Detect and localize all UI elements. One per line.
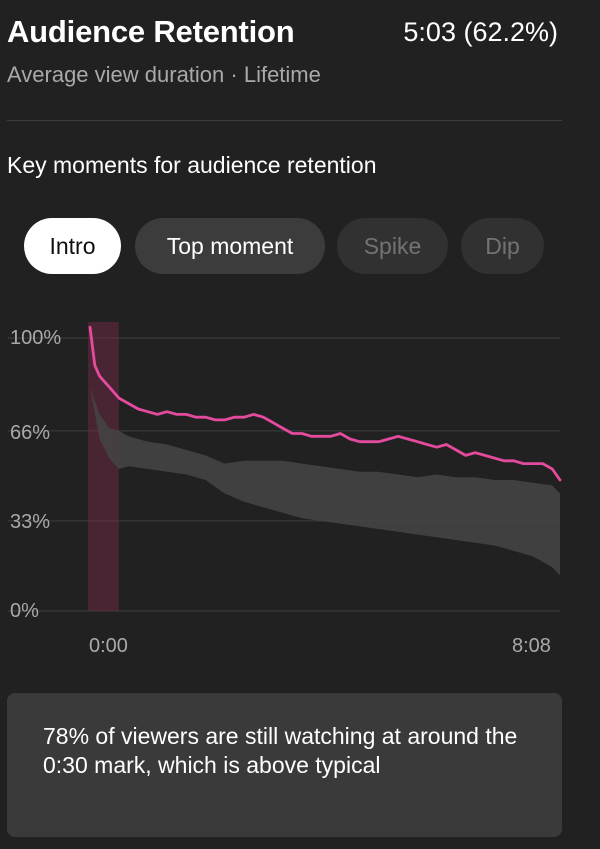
key-moments-heading: Key moments for audience retention xyxy=(7,152,377,178)
insight-text: 78% of viewers are still watching at aro… xyxy=(43,723,518,778)
intro-highlight-region xyxy=(88,322,119,611)
retention-chart-svg xyxy=(8,322,562,612)
retention-chart[interactable]: 100% 66% 33% 0% 0:00 8:08 xyxy=(0,315,600,665)
average-view-duration-value: 5:03 (62.2%) xyxy=(403,17,558,47)
y-tick-label: 66% xyxy=(10,422,51,444)
page-title: Audience Retention xyxy=(7,14,295,49)
y-tick-label: 0% xyxy=(10,600,39,622)
x-tick-label: 0:00 xyxy=(89,635,128,657)
chip-spike: Spike xyxy=(337,218,448,274)
chip-intro[interactable]: Intro xyxy=(24,218,121,274)
y-tick-label: 33% xyxy=(10,511,51,533)
page-subtitle: Average view duration · Lifetime xyxy=(7,62,321,87)
x-tick-label: 8:08 xyxy=(512,635,551,657)
retention-line xyxy=(88,325,562,482)
typical-retention-band xyxy=(90,387,560,576)
chip-dip: Dip xyxy=(461,218,544,274)
y-tick-label: 100% xyxy=(10,327,62,349)
insight-card: 78% of viewers are still watching at aro… xyxy=(7,693,562,837)
divider xyxy=(7,120,562,121)
chip-top-moment[interactable]: Top moment xyxy=(135,218,325,274)
